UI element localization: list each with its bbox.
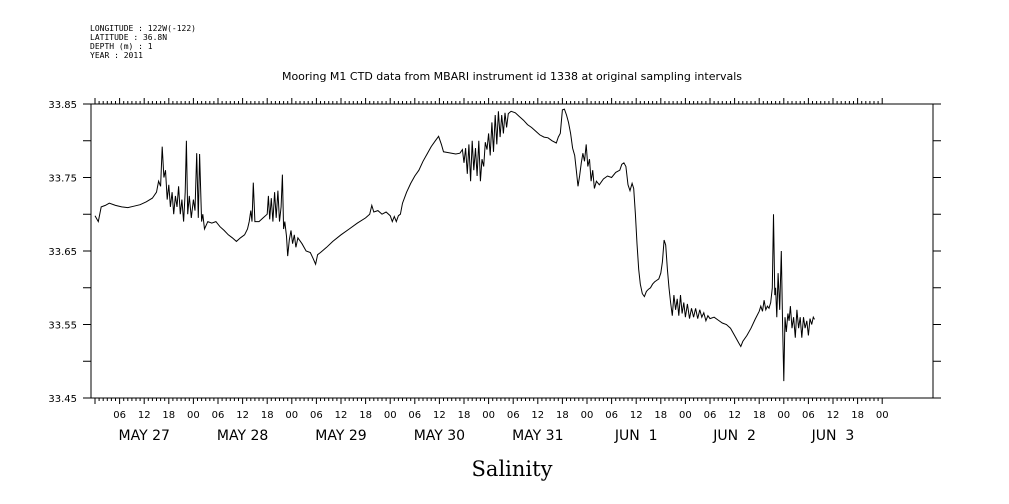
x-hour-label: 06 xyxy=(113,410,126,421)
x-date-labels: MAY 27 MAY 28 MAY 29 MAY 30 MAY 31 JUN 1 JUN 2… xyxy=(119,428,855,444)
x-hour-label: 12 xyxy=(138,410,151,421)
x-hour-label: 12 xyxy=(236,410,249,421)
x-hour-label: 12 xyxy=(433,410,446,421)
y-tick-label: 33.75 xyxy=(48,174,77,185)
x-hour-label: 12 xyxy=(335,410,348,421)
y-tick-label: 33.55 xyxy=(48,321,77,332)
x-hour-label: 00 xyxy=(482,410,495,421)
x-hour-label: 18 xyxy=(556,410,569,421)
y-tick-label: 33.85 xyxy=(48,100,77,111)
x-hour-label: 18 xyxy=(458,410,471,421)
x-hour-label: 06 xyxy=(704,410,717,421)
x-date-label: MAY 30 xyxy=(414,428,465,444)
x-hour-label: 00 xyxy=(285,410,298,421)
x-date-label: JUN 2 xyxy=(712,428,756,444)
x-hour-label: 06 xyxy=(605,410,618,421)
meta-latitude: LATITUDE : 36.8N xyxy=(90,33,167,42)
x-hour-label: 18 xyxy=(162,410,175,421)
x-hour-label: 00 xyxy=(679,410,692,421)
x-hour-label: 12 xyxy=(728,410,741,421)
meta-depth: DEPTH (m) : 1 xyxy=(90,42,153,51)
chart-title: Mooring M1 CTD data from MBARI instrumen… xyxy=(282,70,742,83)
meta-longitude: LONGITUDE : 122W(-122) xyxy=(90,24,196,33)
metadata-block: LONGITUDE : 122W(-122) LATITUDE : 36.8N … xyxy=(90,24,196,60)
x-hour-label: 06 xyxy=(212,410,225,421)
x-hour-label: 18 xyxy=(654,410,667,421)
x-hour-label: 00 xyxy=(876,410,889,421)
x-hour-label: 06 xyxy=(802,410,815,421)
x-date-label: JUN 1 xyxy=(614,428,658,444)
x-date-label: MAY 29 xyxy=(315,428,366,444)
x-hour-label: 18 xyxy=(851,410,864,421)
y-tick-label: 33.45 xyxy=(48,394,77,405)
meta-year: YEAR : 2011 xyxy=(90,51,143,60)
plot-frame xyxy=(90,103,934,399)
x-hour-label: 06 xyxy=(507,410,520,421)
x-date-label: MAY 31 xyxy=(512,428,563,444)
x-hour-label: 00 xyxy=(581,410,594,421)
x-hour-labels: 06 12 18 00 06 12 18 00 06 12 18 00 06 12 18 00 06 12 18 00… xyxy=(113,410,888,421)
x-hour-label: 00 xyxy=(777,410,790,421)
x-hour-label: 00 xyxy=(384,410,397,421)
x-date-label: MAY 28 xyxy=(217,428,268,444)
salinity-series-line xyxy=(94,108,815,382)
y-tick-label: 33.65 xyxy=(48,247,77,258)
x-date-label: MAY 27 xyxy=(119,428,170,444)
x-axis-label: Salinity xyxy=(472,457,553,481)
x-hour-label: 06 xyxy=(408,410,421,421)
x-hour-label: 18 xyxy=(261,410,274,421)
x-hour-label: 12 xyxy=(827,410,840,421)
tick-marks xyxy=(83,98,941,404)
y-tick-labels: 33.45 33.55 33.65 33.75 33.85 xyxy=(48,100,77,405)
x-hour-label: 00 xyxy=(187,410,200,421)
x-hour-label: 12 xyxy=(531,410,544,421)
x-hour-label: 12 xyxy=(630,410,643,421)
x-date-label: JUN 3 xyxy=(811,428,855,444)
x-hour-label: 18 xyxy=(359,410,372,421)
x-hour-label: 06 xyxy=(310,410,323,421)
x-hour-label: 18 xyxy=(753,410,766,421)
